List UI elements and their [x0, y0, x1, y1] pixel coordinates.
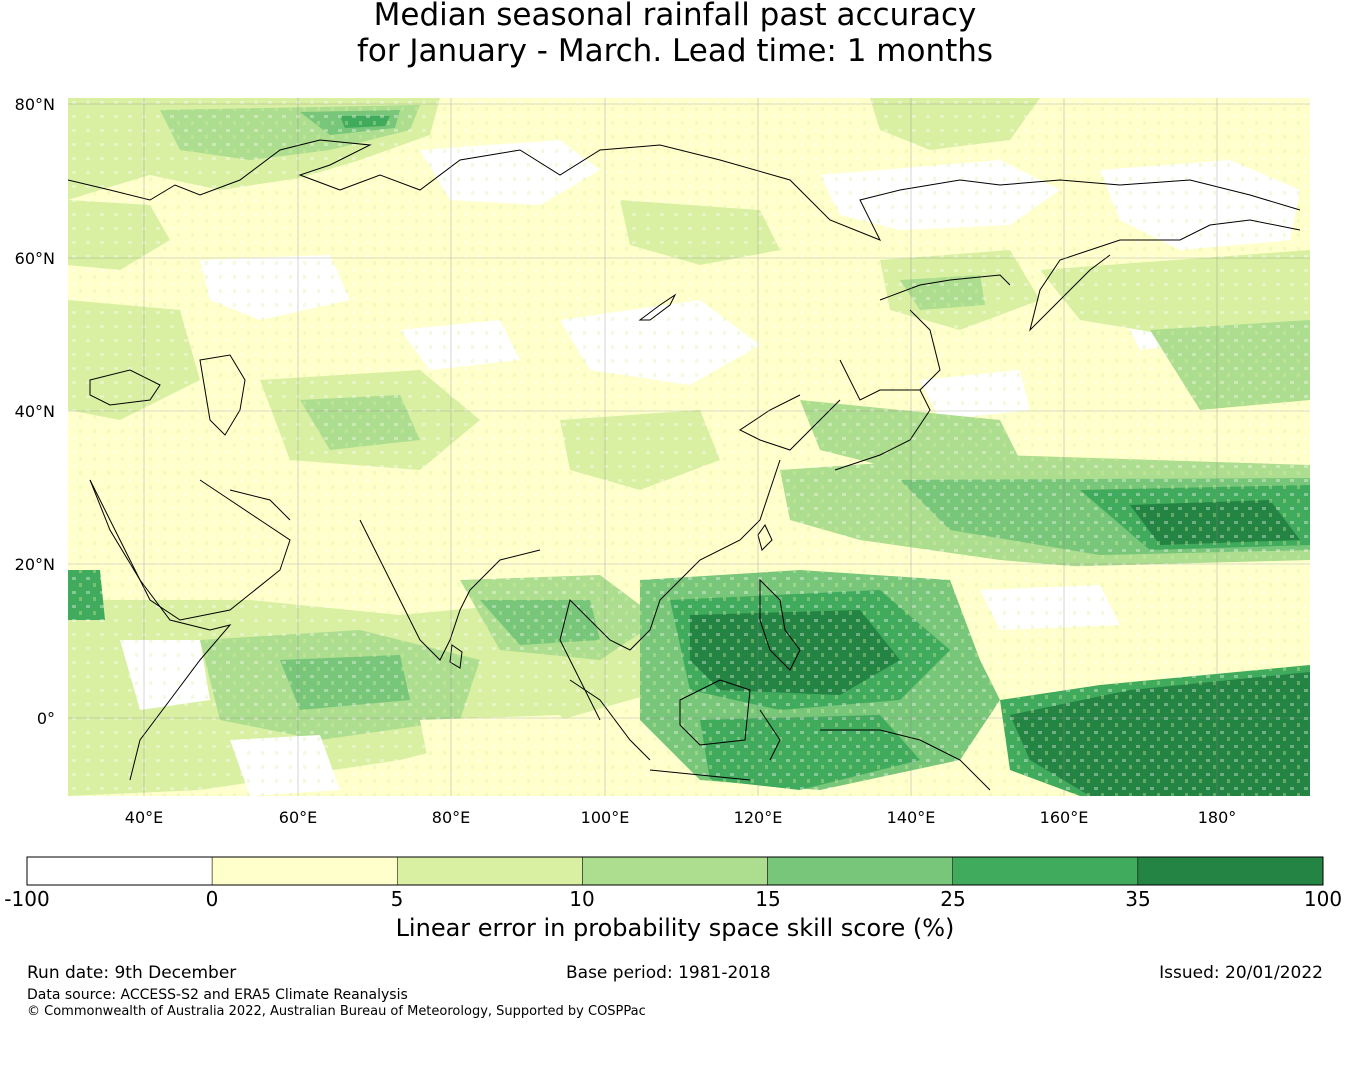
graticule	[68, 98, 1310, 796]
run-date: Run date: 9th December	[27, 963, 237, 983]
colorbar-tick-label: 5	[391, 887, 404, 911]
lon-label-60e: 60°E	[279, 808, 317, 827]
lat-label-60n: 60°N	[15, 249, 55, 268]
issued-date: Issued: 20/01/2022	[1159, 963, 1323, 983]
lon-label-180: 180°	[1198, 808, 1237, 827]
colorbar-swatch	[582, 856, 768, 886]
colorbar-tick-label: 15	[755, 887, 780, 911]
colorbar-swatch	[767, 856, 953, 886]
colorbar-swatch	[952, 856, 1139, 886]
lat-label-20n: 20°N	[15, 555, 55, 574]
lon-label-160e: 160°E	[1040, 808, 1089, 827]
colorbar-swatches	[26, 856, 1324, 886]
map-title-line-1: Median seasonal rainfall past accuracy	[373, 0, 977, 33]
colorbar-swatch	[397, 856, 583, 886]
lon-label-80e: 80°E	[432, 808, 470, 827]
colorbar-swatch	[26, 856, 213, 886]
lat-label-80n: 80°N	[15, 95, 55, 114]
colorbar-tick-label: -100	[4, 887, 49, 911]
map-title-line-2: for January - March. Lead time: 1 months	[356, 33, 994, 69]
coastlines	[68, 139, 1301, 791]
colorbar-tick-label: 35	[1125, 887, 1150, 911]
copyright: © Commonwealth of Australia 2022, Austra…	[27, 1004, 646, 1019]
colorbar: -100 0 5 10 15 25 35 100	[4, 856, 1342, 911]
colorbar-tick-labels: -100 0 5 10 15 25 35 100	[4, 887, 1342, 911]
lon-label-140e: 140°E	[887, 808, 936, 827]
longitude-labels: 40°E 60°E 80°E 100°E 120°E 140°E 160°E 1…	[125, 808, 1237, 827]
colorbar-tick-label: 10	[569, 887, 594, 911]
colorbar-swatch	[1137, 856, 1324, 886]
colorbar-swatch	[211, 856, 398, 886]
lat-label-40n: 40°N	[15, 402, 55, 421]
latitude-labels: 80°N 60°N 40°N 20°N 0°	[15, 95, 55, 728]
colorbar-tick-label: 0	[206, 887, 219, 911]
colorbar-tick-label: 25	[940, 887, 965, 911]
lat-label-0: 0°	[37, 709, 55, 728]
colorbar-title: Linear error in probability space skill …	[395, 914, 955, 942]
skill-score-map: 80°N 60°N 40°N 20°N 0° 40°E 60°E 80°E 10…	[15, 95, 1310, 827]
lon-label-120e: 120°E	[734, 808, 783, 827]
colorbar-tick-label: 100	[1304, 887, 1342, 911]
lon-label-100e: 100°E	[581, 808, 630, 827]
map-field	[68, 98, 1310, 796]
base-period: Base period: 1981-2018	[566, 963, 771, 983]
lon-label-40e: 40°E	[125, 808, 163, 827]
data-source: Data source: ACCESS-S2 and ERA5 Climate …	[27, 987, 408, 1003]
colorbar-frame	[26, 856, 1324, 886]
